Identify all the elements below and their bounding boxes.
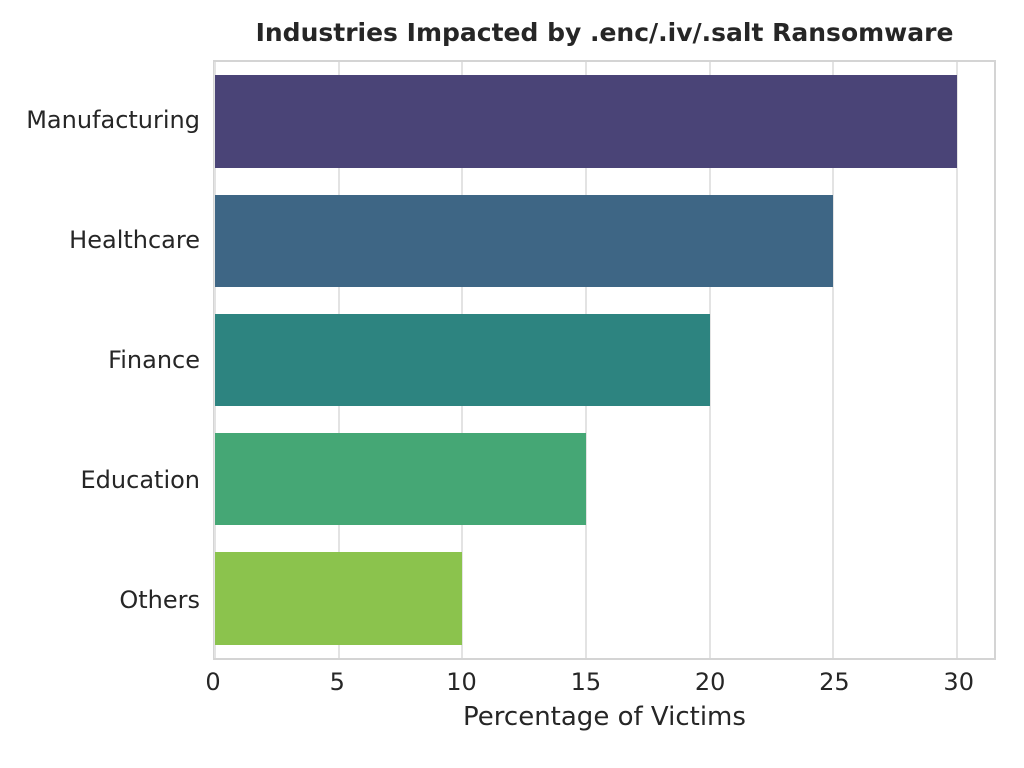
plot-area [213,60,996,660]
x-tick-label: 30 [943,668,974,696]
bar-row [215,420,994,539]
x-tick-label: 5 [329,668,345,696]
y-category-label: Finance [108,346,200,374]
bar-row [215,181,994,300]
y-category-label: Healthcare [69,226,200,254]
bar-healthcare [215,194,834,287]
bar-row [215,539,994,658]
grid-line-x-30 [955,62,958,658]
y-category-label: Manufacturing [26,106,200,134]
bar-education [215,433,586,526]
chart-title: Industries Impacted by .enc/.iv/.salt Ra… [255,18,954,47]
bar-row [215,300,994,419]
grid-line-x-25 [832,62,835,658]
bar-finance [215,313,710,407]
x-tick-label: 20 [694,668,726,696]
bar-manufacturing [215,75,957,168]
y-axis-category-labels: Manufacturing Healthcare Finance Education O… [0,60,200,660]
y-category-label: Others [119,586,200,614]
x-tick-label: 25 [819,668,850,696]
bar-row [215,62,994,181]
x-tick-label: 10 [446,668,477,696]
x-axis-label: Percentage of Victims [463,702,746,732]
x-axis-tick-labels: 0 5 10 15 20 25 30 [205,668,996,702]
bar-others [215,552,463,645]
y-category-label: Education [80,466,200,494]
grid-line-x-20 [708,62,711,658]
x-tick-label: 0 [205,668,221,696]
x-tick-label: 15 [570,668,602,696]
